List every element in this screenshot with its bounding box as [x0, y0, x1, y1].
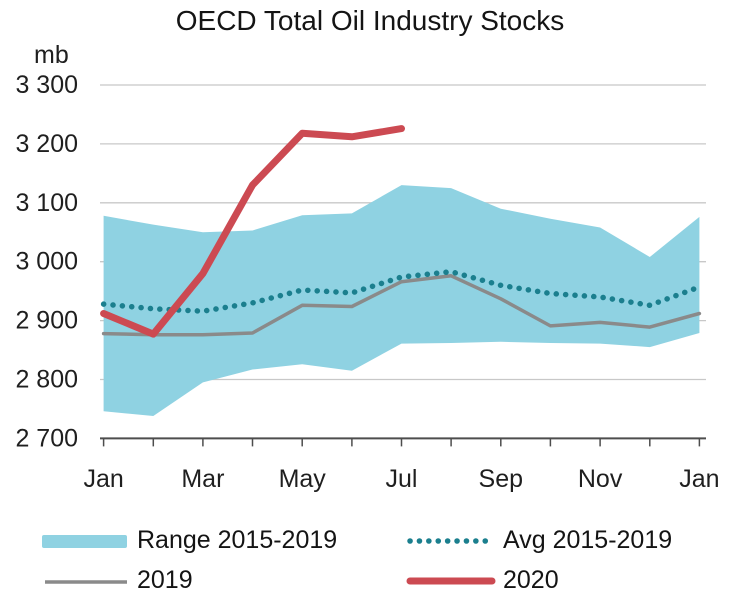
y-axis-tick-label: 3 000 [15, 248, 78, 276]
legend-label-avg: Avg 2015-2019 [503, 526, 673, 554]
x-axis-tick-label: May [279, 465, 327, 493]
x-axis-tick-label: Mar [181, 465, 224, 493]
series-line-2019 [101, 274, 702, 337]
legend-label-2019: 2019 [137, 566, 193, 594]
legend-gray-line [45, 580, 127, 584]
y-axis-tick-label: 2 900 [15, 307, 78, 335]
legend-swatch-2020 [405, 574, 497, 593]
x-axis-tick-label: Sep [479, 465, 523, 493]
x-axis-tick-label: Jul [386, 465, 418, 493]
x-axis-tick-label: Nov [578, 465, 623, 493]
y-axis-tick-label: 3 200 [15, 130, 78, 158]
legend-swatch-avg [405, 534, 497, 553]
range-band [103, 185, 700, 416]
legend-red-line [406, 577, 496, 585]
y-axis-tick-label: 3 300 [15, 71, 78, 99]
chart-title: OECD Total Oil Industry Stocks [175, 5, 565, 36]
legend-swatch-2019 [40, 575, 132, 594]
x-axis-tick-label: Jan [679, 465, 719, 493]
series-line-avg-2015-2019 [100, 268, 703, 314]
legend-label-range: Range 2015-2019 [137, 526, 338, 554]
series-line-2020 [100, 125, 405, 338]
legend-dotted-line [407, 538, 495, 544]
y-axis-tick-label: 2 800 [15, 366, 78, 394]
y-axis-tick-label: 2 700 [15, 424, 78, 452]
y-axis-tick-label: 3 100 [15, 189, 78, 217]
legend-swatch-range [42, 535, 127, 548]
x-axis-tick-label: Jan [83, 465, 123, 493]
y-axis-unit-label: mb [34, 41, 69, 69]
legend-label-2020: 2020 [503, 566, 559, 594]
